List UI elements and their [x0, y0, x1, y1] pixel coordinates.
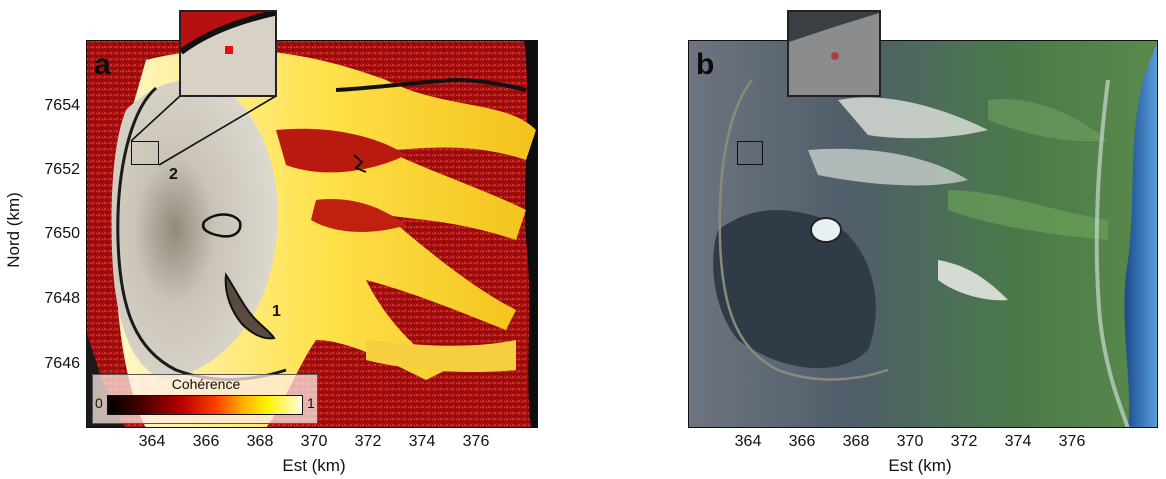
- x-tick-label-b: 374: [1004, 433, 1032, 450]
- x-tick-label-b: 372: [950, 433, 978, 450]
- x-tick-label-b: 370: [896, 433, 924, 450]
- y-tick-label: 7652: [44, 161, 80, 178]
- y-tick-label: 7650: [44, 225, 80, 242]
- coherence-map-image: [86, 40, 538, 428]
- colorbar-title: Cohérence: [171, 376, 241, 392]
- x-tick-label-a: 366: [192, 433, 220, 450]
- feature-label-2: 2: [169, 166, 178, 183]
- panel-letter-b: b: [696, 48, 715, 81]
- x-tick-label-a: 368: [246, 433, 274, 450]
- y-tick-label: 7648: [44, 290, 80, 307]
- coherence-map-panel: a: [86, 40, 538, 428]
- x-tick-label-a: 370: [300, 433, 328, 450]
- inset-b-image: [789, 12, 879, 60]
- colorbar-min-label: 0: [95, 395, 103, 411]
- x-axis-label-b: Est (km): [888, 456, 952, 475]
- inset-zoom-b: [787, 10, 881, 97]
- x-axis-label-a: Est (km): [282, 456, 346, 475]
- x-tick-label-a: 364: [138, 433, 166, 450]
- x-tick-label-b: 368: [842, 433, 870, 450]
- x-tick-label-b: 364: [734, 433, 762, 450]
- colorbar-gradient: [107, 395, 303, 415]
- panel-letter-a: a: [94, 48, 111, 81]
- inset-zoom-a: [179, 10, 277, 97]
- x-tick-label-b: 366: [788, 433, 816, 450]
- x-tick-label-a: 376: [462, 433, 490, 450]
- inset-a-image: [181, 12, 275, 55]
- x-tick-label-b: 376: [1058, 433, 1086, 450]
- y-tick-label: 7654: [44, 97, 80, 114]
- satellite-image-panel: b: [688, 40, 1158, 428]
- coherence-colorbar: Cohérence 0 1: [92, 374, 318, 424]
- x-tick-label-a: 372: [354, 433, 382, 450]
- x-tick-label-a: 374: [408, 433, 436, 450]
- colorbar-max-label: 1: [307, 395, 315, 411]
- satellite-image: [688, 40, 1158, 428]
- feature-label-1: 1: [272, 303, 281, 320]
- y-tick-label: 7646: [44, 355, 80, 372]
